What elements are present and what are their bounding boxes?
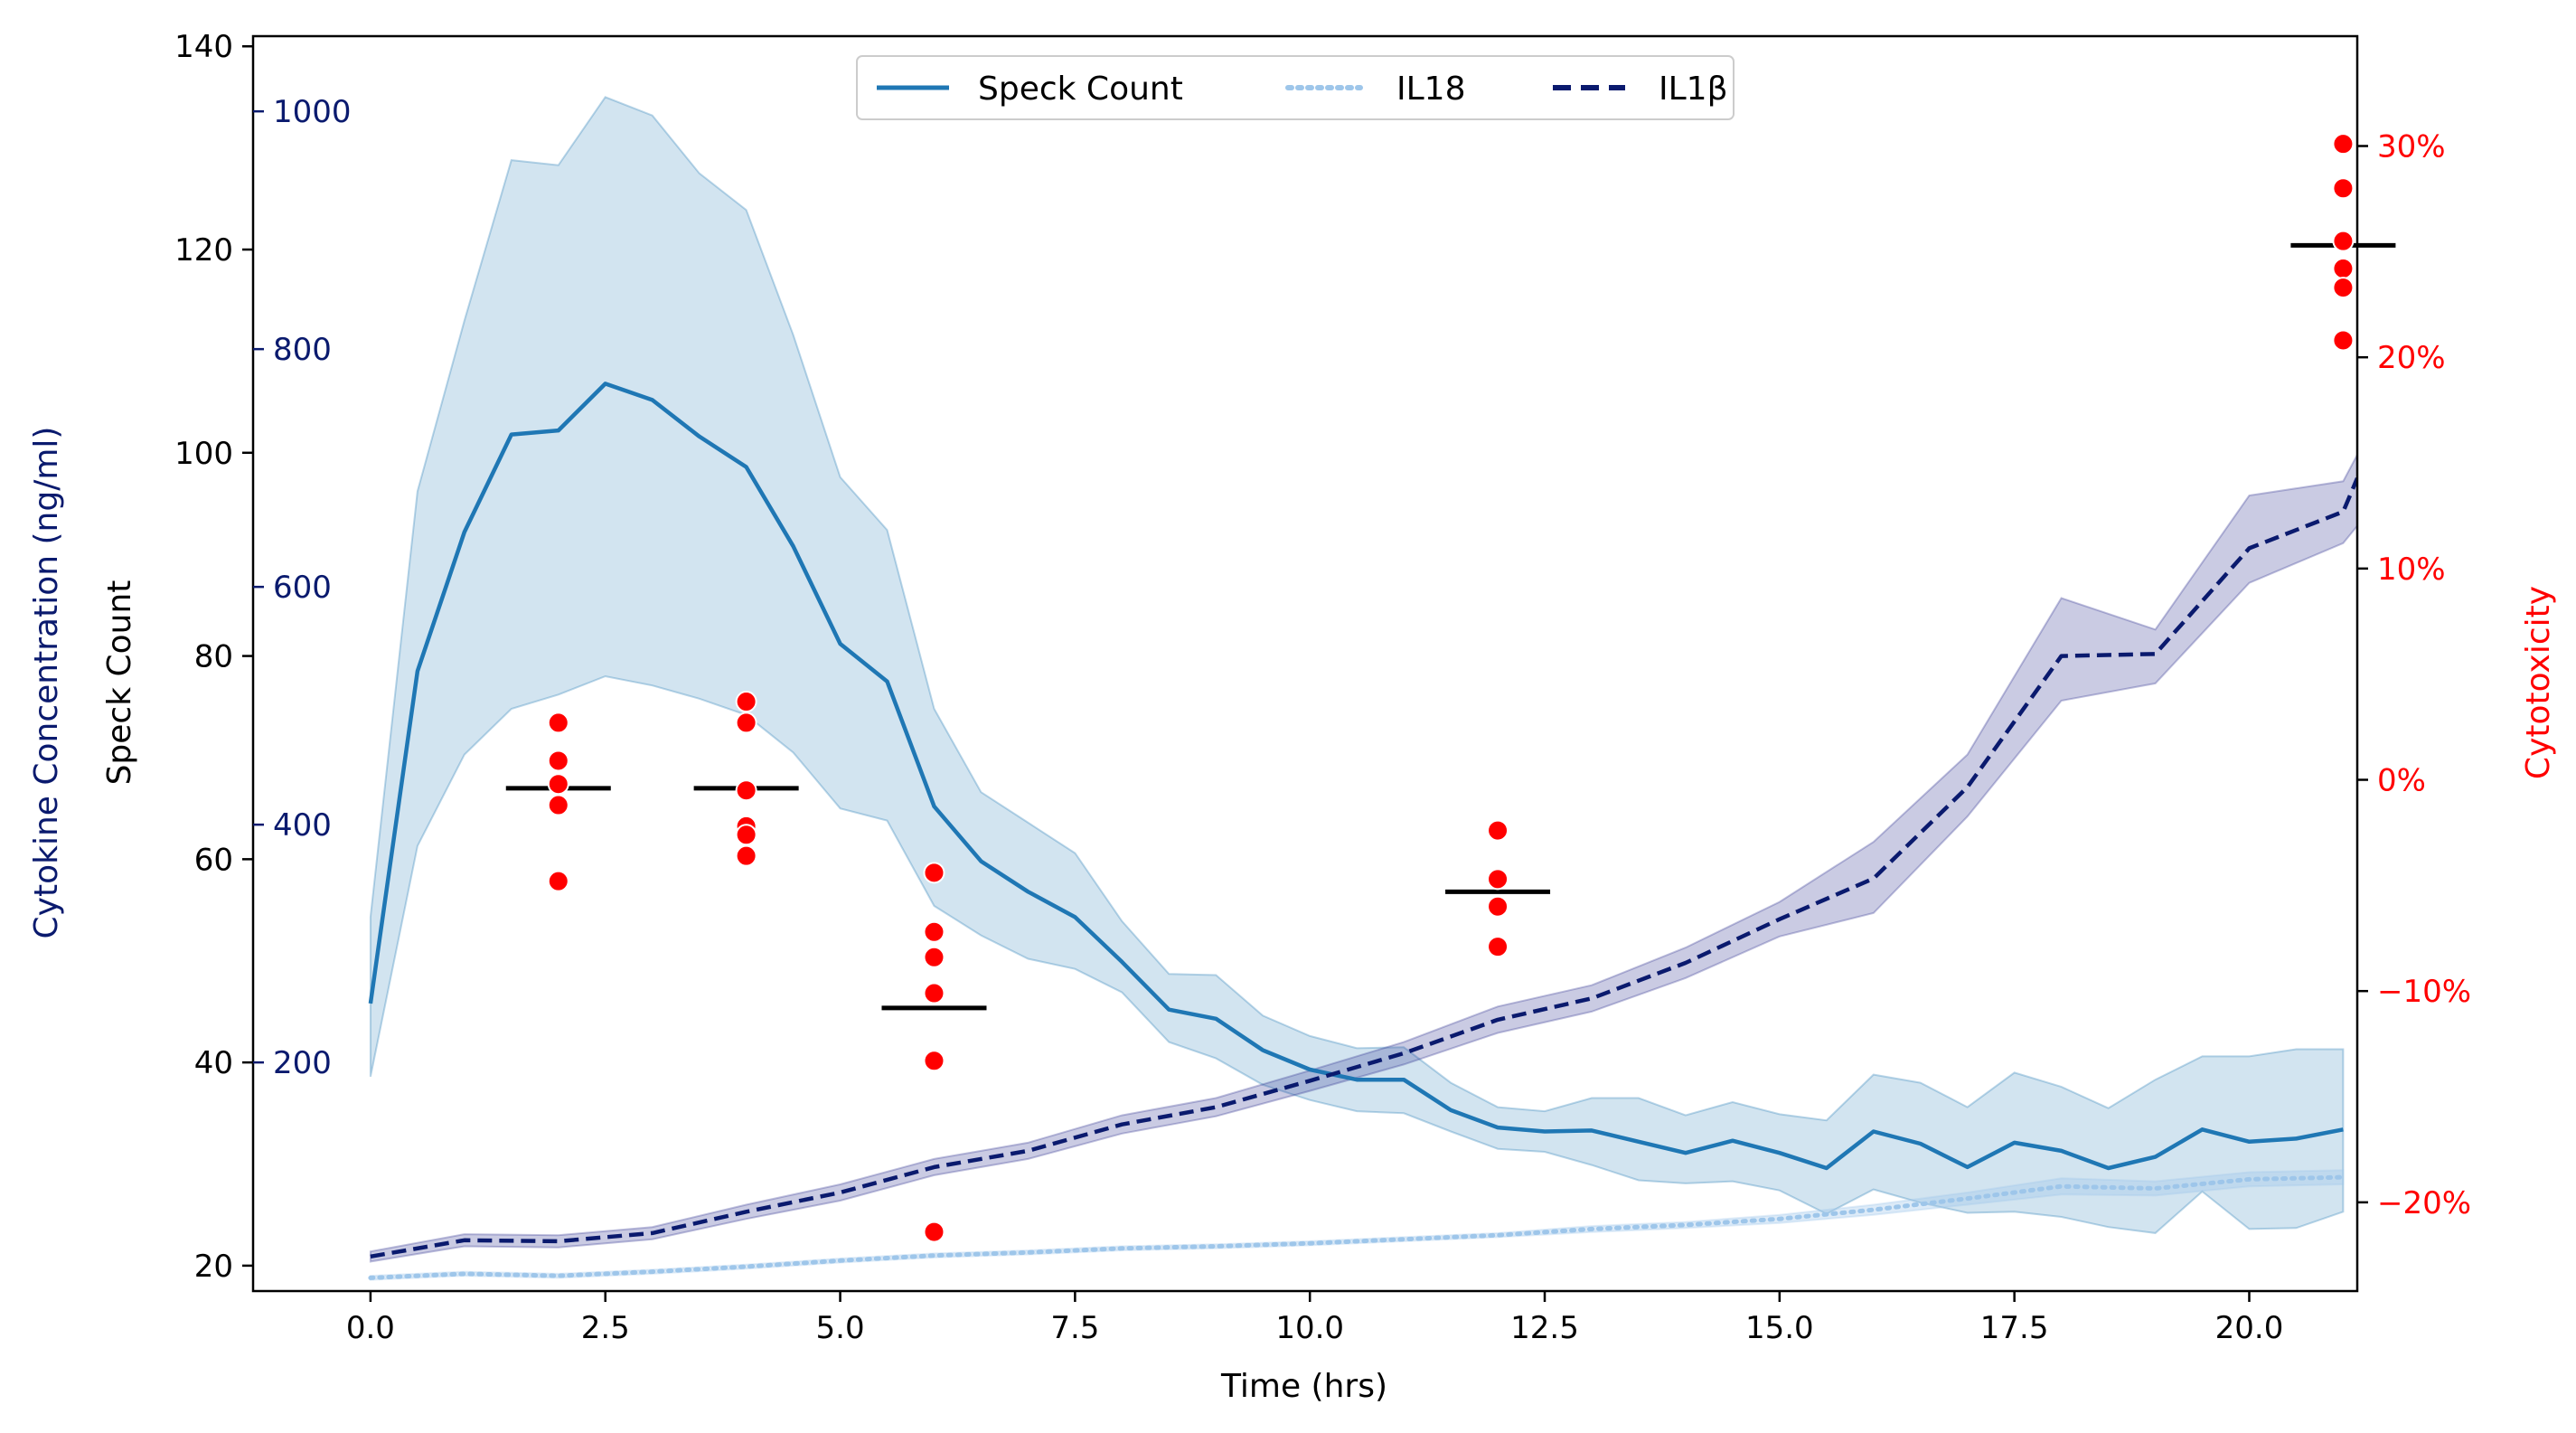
series-line-speck-count <box>368 382 2344 1171</box>
x-axis-ticks: 0.0 2.5 5.0 7.5 10.0 12.5 15.0 17.5 20.0 <box>346 1291 2283 1346</box>
cytotoxicity-tick-label: 0% <box>2377 763 2426 799</box>
cytokine-tick-label: 1000 <box>273 94 352 130</box>
legend-label-il18: IL18 <box>1396 71 1465 108</box>
cytotoxicity-axis-ticks: −20% −10% 0% 10% 20% 30% <box>2357 129 2471 1221</box>
cytokine-tick-label: 400 <box>273 807 332 844</box>
x-tick-label: 2.5 <box>581 1310 630 1346</box>
cytotoxicity-point <box>547 773 569 796</box>
x-tick-label: 10.0 <box>1275 1310 1344 1346</box>
cytotoxicity-point <box>735 824 757 846</box>
cytokine-tick-label: 600 <box>273 570 332 606</box>
cytotoxicity-tick-label: −20% <box>2377 1185 2471 1221</box>
cytotoxicity-tick-label: 20% <box>2377 340 2446 376</box>
cytotoxicity-point <box>2332 329 2355 352</box>
x-tick-label: 7.5 <box>1050 1310 1099 1346</box>
x-tick-label: 12.5 <box>1510 1310 1579 1346</box>
cytotoxicity-point <box>1487 895 1509 918</box>
cytotoxicity-point <box>1487 819 1509 842</box>
cytotoxicity-point <box>923 862 945 884</box>
cytokine-tick-label: 800 <box>273 332 332 368</box>
plot-frame <box>251 34 2359 1293</box>
speck-count-tick-label: 140 <box>174 29 233 65</box>
speck-count-axis-ticks: 20 40 60 80 100 120 140 <box>174 29 253 1285</box>
cytotoxicity-tick-label: 10% <box>2377 552 2446 588</box>
cytokine-tick-label: 200 <box>273 1045 332 1081</box>
cytotoxicity-point <box>547 712 569 734</box>
cytotoxicity-point <box>2332 133 2355 156</box>
speck-count-tick-label: 120 <box>174 232 233 269</box>
cytotoxicity-point <box>923 946 945 968</box>
x-tick-label: 17.5 <box>1980 1310 2049 1346</box>
cytotoxicity-tick-label: 30% <box>2377 129 2446 165</box>
cytotoxicity-points <box>505 133 2396 1243</box>
x-tick-label: 15.0 <box>1745 1310 1814 1346</box>
cytotoxicity-point <box>2332 230 2355 252</box>
speck-count-tick-label: 40 <box>194 1045 233 1081</box>
cytotoxicity-axis-label: Cytotoxicity <box>2520 586 2557 779</box>
legend: Speck Count IL18 IL1β <box>856 55 1735 120</box>
cytotoxicity-point <box>2332 277 2355 299</box>
cytotoxicity-point <box>923 1050 945 1072</box>
x-tick-label: 0.0 <box>346 1310 395 1346</box>
speck-count-tick-label: 60 <box>194 842 233 878</box>
speck-count-tick-label: 100 <box>174 436 233 472</box>
series-line-il18 <box>368 1174 2346 1280</box>
legend-label-il1b: IL1β <box>1659 71 1728 108</box>
speck-count-tick-label: 20 <box>194 1249 233 1285</box>
cytotoxicity-point <box>1487 936 1509 958</box>
band-speck-count <box>369 96 2345 1234</box>
cytokine-axis-ticks: 200 400 600 800 1000 <box>253 94 352 1081</box>
cytotoxicity-point <box>2332 258 2355 280</box>
series-line-il1b <box>370 477 2357 1259</box>
cytotoxicity-point <box>735 712 757 734</box>
cytotoxicity-point <box>547 749 569 772</box>
cytotoxicity-point <box>735 691 757 713</box>
cytotoxicity-point <box>547 794 569 816</box>
speck-count-axis-label: Speck Count <box>101 580 138 786</box>
cytotoxicity-point <box>923 1221 945 1243</box>
x-axis-label: Time (hrs) <box>1220 1368 1387 1405</box>
cytotoxicity-point <box>735 779 757 802</box>
band-il1b <box>369 454 2357 1263</box>
cytotoxicity-point <box>923 982 945 1004</box>
legend-label-speck-count: Speck Count <box>978 71 1183 108</box>
cytotoxicity-point <box>923 920 945 943</box>
series-lines <box>368 382 2357 1280</box>
cytotoxicity-point <box>735 844 757 867</box>
cytotoxicity-point <box>1487 868 1509 891</box>
x-tick-label: 5.0 <box>816 1310 865 1346</box>
cytotoxicity-point <box>547 870 569 892</box>
cytokine-axis-label: Cytokine Concentration (ng/ml) <box>28 427 65 939</box>
x-tick-label: 20.0 <box>2215 1310 2284 1346</box>
cytotoxicity-point <box>2332 177 2355 200</box>
cytotoxicity-tick-label: −10% <box>2377 974 2471 1010</box>
speck-count-tick-label: 80 <box>194 639 233 675</box>
